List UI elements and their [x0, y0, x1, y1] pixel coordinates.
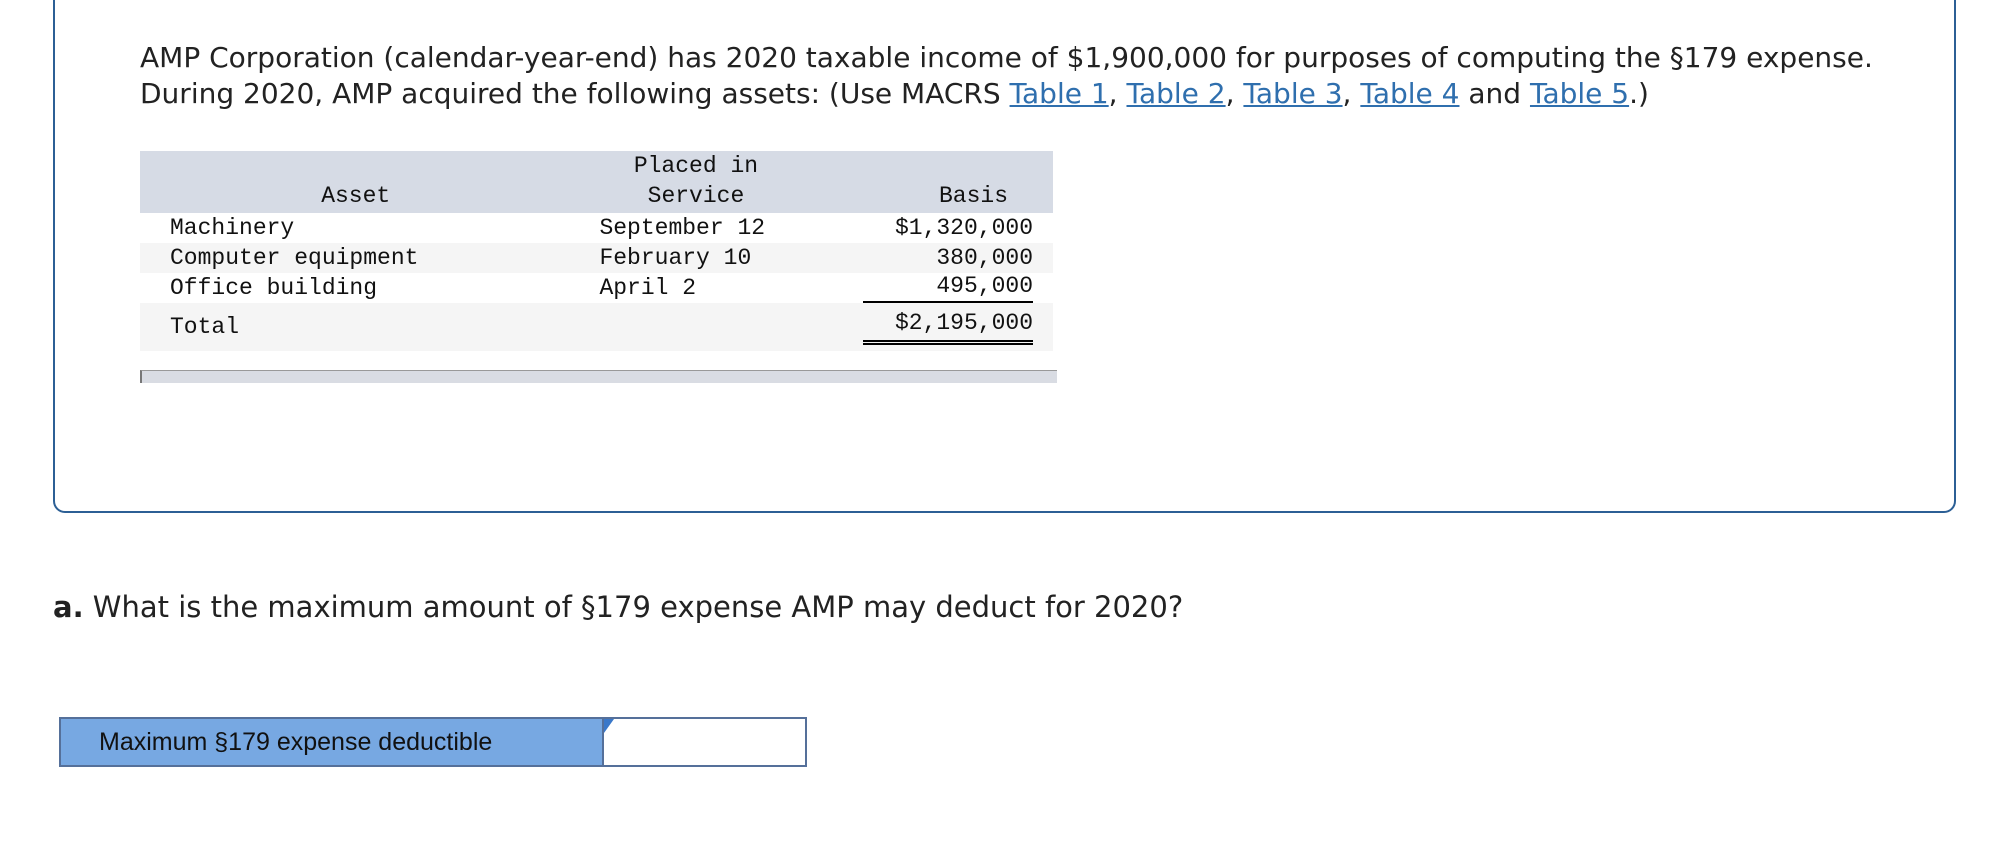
question-label: a. [53, 590, 84, 624]
header-row: Asset Placed in Service Basis [140, 151, 1053, 213]
question-text: What is the maximum amount of §179 expen… [83, 590, 1184, 624]
table-cell [571, 303, 820, 351]
total-value: $2,195,000 [863, 310, 1033, 345]
header-cell: Asset [321, 183, 391, 209]
cell-text: $1,320,000 [894, 215, 1033, 241]
intro-text-part: , [1108, 77, 1127, 110]
cell-text: Office building [170, 275, 378, 301]
table-link[interactable]: Table 3 [1243, 77, 1343, 110]
scroll-bar [140, 370, 1057, 383]
intro-text: AMP Corporation (calendar-year-end) has … [140, 40, 1920, 112]
cell-text: February 10 [599, 245, 752, 271]
header-text: Placed in Service [633, 153, 759, 209]
table-cell: $2,195,000 [820, 303, 1053, 351]
answer-label: Maximum §179 expense deductible [61, 719, 604, 765]
table-cell: 495,000 [820, 273, 1053, 303]
cell-text: September 12 [599, 215, 766, 241]
table-cell: September 12 [571, 213, 820, 243]
intro-text-part: .) [1629, 77, 1649, 110]
table-cell: Machinery [140, 213, 571, 243]
problem-box [53, 0, 1956, 513]
intro-text-part: , [1342, 77, 1361, 110]
table-link[interactable]: Table 5 [1529, 77, 1630, 110]
header-cell: Basis [938, 183, 1008, 209]
table-cell: Office building [140, 273, 571, 303]
question: a. What is the maximum amount of §179 ex… [53, 590, 1183, 624]
answer-input[interactable] [604, 719, 805, 765]
table-cell: February 10 [571, 243, 820, 273]
intro-text-part: , [1225, 77, 1244, 110]
cell-text: 495,000 [863, 273, 1033, 303]
intro-text-part: and [1459, 77, 1530, 110]
answer-row: Maximum §179 expense deductible [59, 717, 807, 767]
table-cell: $1,320,000 [820, 213, 1053, 243]
table-cell: April 2 [571, 273, 820, 303]
table-row: Machinery September 12 $1,320,000 [140, 213, 1053, 243]
table-row: Office building April 2 495,000 [140, 273, 1053, 303]
table-cell: Total [170, 314, 240, 340]
cell-text: April 2 [599, 275, 697, 301]
table-cell: 380,000 [820, 243, 1053, 273]
table-row: Computer equipment February 10 380,000 [140, 243, 1053, 273]
intro-text-part: AMP Corporation (calendar-year-end) has … [140, 41, 1873, 110]
cell-text: Machinery [170, 215, 295, 241]
cell-text: Computer equipment [170, 245, 419, 271]
table-link[interactable]: Table 1 [1009, 77, 1109, 110]
table-link[interactable]: Table 4 [1360, 77, 1460, 110]
table-link[interactable]: Table 2 [1126, 77, 1226, 110]
total-row: Total $2,195,000 [140, 303, 1053, 351]
asset-table: Asset Placed in Service Basis Machinery S… [140, 151, 1053, 351]
cell-text: 380,000 [936, 245, 1033, 271]
header-cell: Placed in Service [571, 151, 820, 213]
table-cell: Computer equipment [140, 243, 571, 273]
